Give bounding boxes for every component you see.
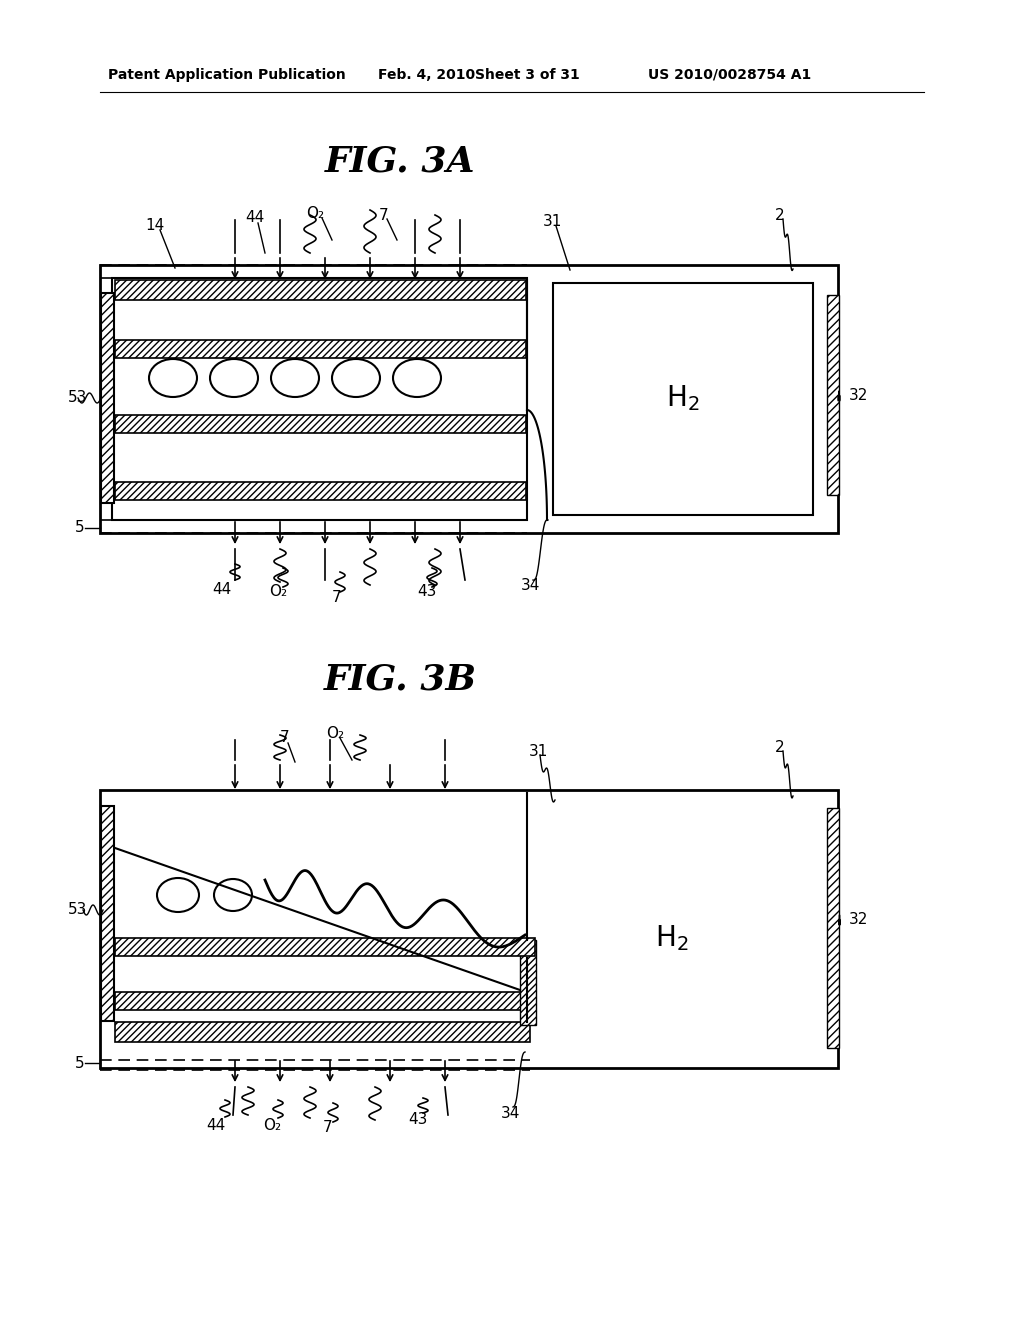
- Text: 7: 7: [324, 1121, 333, 1135]
- Text: 2: 2: [775, 207, 784, 223]
- Ellipse shape: [271, 359, 319, 397]
- Text: Patent Application Publication: Patent Application Publication: [108, 69, 346, 82]
- Bar: [115, 939, 535, 956]
- Bar: [115, 280, 526, 300]
- Ellipse shape: [332, 359, 380, 397]
- Text: O₂: O₂: [269, 585, 287, 599]
- Bar: [115, 1022, 530, 1041]
- Ellipse shape: [393, 359, 441, 397]
- Text: 31: 31: [544, 214, 562, 230]
- Text: 34: 34: [501, 1106, 520, 1121]
- Text: US 2010/0028754 A1: US 2010/0028754 A1: [648, 69, 811, 82]
- Text: FIG. 3B: FIG. 3B: [324, 663, 476, 697]
- Ellipse shape: [150, 359, 197, 397]
- Bar: [101, 293, 114, 503]
- Text: 34: 34: [520, 578, 540, 593]
- Text: O₂: O₂: [306, 206, 324, 220]
- Bar: [520, 940, 536, 1026]
- Text: 5: 5: [75, 1056, 85, 1071]
- Text: O₂: O₂: [326, 726, 344, 741]
- Text: 14: 14: [145, 218, 165, 232]
- Text: 44: 44: [246, 210, 264, 226]
- Text: 7: 7: [281, 730, 290, 746]
- Text: FIG. 3A: FIG. 3A: [325, 145, 475, 180]
- Bar: [827, 808, 839, 1048]
- Bar: [827, 294, 839, 495]
- Text: 31: 31: [528, 744, 548, 759]
- Bar: [115, 482, 526, 500]
- Text: H$_2$: H$_2$: [655, 923, 689, 953]
- Ellipse shape: [214, 879, 252, 911]
- Ellipse shape: [157, 878, 199, 912]
- Bar: [115, 414, 526, 433]
- Text: 32: 32: [848, 912, 867, 928]
- Text: Feb. 4, 2010: Feb. 4, 2010: [378, 69, 475, 82]
- Bar: [115, 341, 526, 358]
- Text: Sheet 3 of 31: Sheet 3 of 31: [475, 69, 580, 82]
- Bar: [553, 282, 813, 515]
- Bar: [100, 789, 838, 1068]
- Text: 53: 53: [69, 391, 88, 405]
- Text: 2: 2: [775, 741, 784, 755]
- Text: 53: 53: [69, 903, 88, 917]
- Bar: [112, 279, 527, 520]
- Text: 7: 7: [379, 207, 389, 223]
- Text: 32: 32: [848, 388, 867, 404]
- Text: 44: 44: [207, 1118, 225, 1133]
- Text: 5: 5: [75, 520, 85, 536]
- Text: 43: 43: [418, 585, 436, 599]
- Ellipse shape: [210, 359, 258, 397]
- Text: 43: 43: [409, 1113, 428, 1127]
- Text: 7: 7: [332, 590, 342, 606]
- Text: H$_2$: H$_2$: [667, 383, 699, 413]
- Bar: [115, 993, 530, 1010]
- Bar: [100, 265, 838, 533]
- Text: 44: 44: [212, 582, 231, 598]
- Text: O₂: O₂: [263, 1118, 281, 1133]
- Bar: [101, 807, 114, 1020]
